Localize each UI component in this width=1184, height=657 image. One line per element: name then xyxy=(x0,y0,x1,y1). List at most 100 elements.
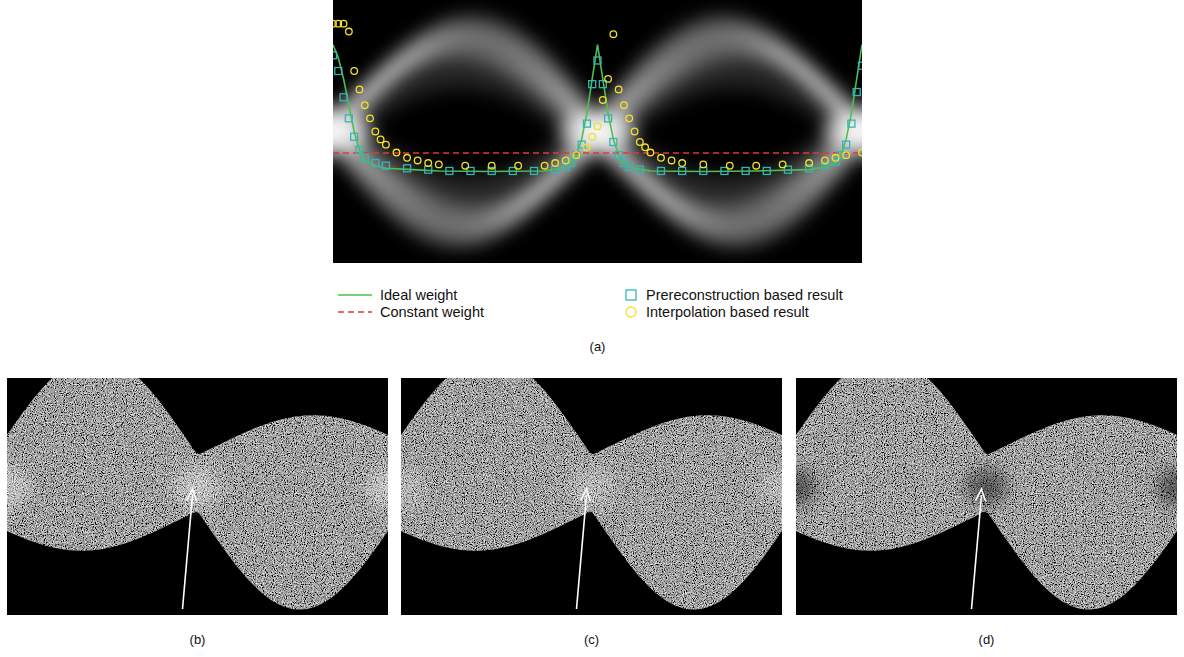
square-marker xyxy=(589,81,596,88)
circle-marker xyxy=(806,160,813,167)
square-marker xyxy=(372,160,379,167)
square-marker xyxy=(599,81,606,88)
circle-marker xyxy=(367,115,374,122)
circle-marker xyxy=(599,97,606,104)
circle-marker xyxy=(541,162,548,169)
panel-label: (a) xyxy=(590,339,606,354)
circle-marker xyxy=(573,152,580,159)
circle-marker xyxy=(584,144,591,151)
square-marker xyxy=(335,68,342,75)
plot-area xyxy=(333,20,862,174)
sinogram-band xyxy=(333,22,862,242)
arrow-head xyxy=(976,489,986,501)
square-marker xyxy=(679,167,686,174)
dark-spot xyxy=(796,469,816,505)
circle-marker xyxy=(404,155,411,162)
arrow-shaft xyxy=(972,495,982,609)
square-marker xyxy=(531,167,538,174)
sinogram-background xyxy=(333,0,862,263)
square-marker xyxy=(467,167,474,174)
square-marker xyxy=(552,166,559,173)
square-marker xyxy=(425,166,432,173)
square-marker xyxy=(356,146,363,153)
square-marker xyxy=(605,115,612,122)
support-region xyxy=(796,378,1177,610)
crossing-highlight xyxy=(796,469,1177,505)
bright-spot xyxy=(570,467,614,507)
legend-label: Constant weight xyxy=(380,304,484,320)
square-marker xyxy=(361,154,368,161)
support-region xyxy=(401,378,782,610)
panel-label: (c) xyxy=(584,632,599,647)
square-marker xyxy=(853,89,860,96)
square-marker xyxy=(509,167,516,174)
square-marker xyxy=(351,133,358,140)
circle-marker xyxy=(779,161,786,168)
legend-circle xyxy=(626,307,636,317)
figure: Ideal weightConstant weight Prereconstruc… xyxy=(0,0,1184,657)
square-marker xyxy=(763,167,770,174)
bright-spot xyxy=(760,467,782,507)
bright-spot xyxy=(7,467,29,507)
circle-marker xyxy=(605,76,612,83)
sinogram-band xyxy=(333,22,862,242)
circle-marker xyxy=(631,128,638,135)
square-marker xyxy=(340,94,347,101)
circle-marker xyxy=(610,31,617,38)
dark-spot xyxy=(1157,469,1177,505)
square-marker xyxy=(404,165,411,172)
sinogram-bands xyxy=(333,22,862,242)
crossing-glow xyxy=(333,112,371,152)
weight-line xyxy=(333,152,862,154)
square-marker xyxy=(615,152,622,159)
legend-line xyxy=(338,311,372,313)
crossing-highlight xyxy=(401,467,782,507)
circle-marker xyxy=(425,160,432,167)
arrow-shaft xyxy=(183,495,193,609)
bright-spot xyxy=(401,467,423,507)
panel-label: (b) xyxy=(190,632,206,647)
square-marker xyxy=(784,166,791,173)
crossing-glow xyxy=(560,112,636,152)
sinogram-band xyxy=(333,37,862,227)
square-marker xyxy=(345,115,352,122)
legend-line xyxy=(338,294,372,296)
sinogram-band xyxy=(333,72,862,192)
square-marker xyxy=(583,120,590,127)
noisy-sinogram xyxy=(401,378,782,615)
circle-marker xyxy=(562,157,569,164)
circle-marker xyxy=(658,155,665,162)
circle-marker xyxy=(436,161,443,168)
circle-marker xyxy=(615,86,622,93)
square-marker xyxy=(594,57,601,64)
circle-marker xyxy=(361,102,368,109)
circle-marker xyxy=(626,115,633,122)
circle-marker xyxy=(488,162,495,169)
bright-spot xyxy=(176,467,220,507)
crossing-glow xyxy=(824,112,862,152)
circle-marker xyxy=(351,68,358,75)
square-marker xyxy=(742,167,749,174)
noisy-sinogram xyxy=(796,378,1177,615)
circle-marker xyxy=(372,128,379,135)
arrow-head xyxy=(581,489,591,501)
circle-marker xyxy=(515,162,522,169)
circle-marker xyxy=(668,157,675,164)
crossing-highlight xyxy=(7,467,388,507)
circle-marker xyxy=(377,136,384,143)
weight-line xyxy=(333,45,862,172)
circle-marker xyxy=(552,160,559,167)
sinogram-band xyxy=(333,72,862,192)
sinogram-band xyxy=(333,37,862,227)
circle-marker xyxy=(637,139,644,146)
circle-marker xyxy=(393,149,400,156)
panel-label: (d) xyxy=(979,632,995,647)
legend-label: Ideal weight xyxy=(380,287,457,303)
square-marker xyxy=(333,52,337,59)
square-marker xyxy=(657,167,664,174)
circle-marker xyxy=(462,162,469,169)
dark-spot xyxy=(967,469,1007,505)
legend-label: Interpolation based result xyxy=(646,304,809,320)
square-marker xyxy=(626,164,633,171)
legend-label: Prereconstruction based result xyxy=(646,287,843,303)
